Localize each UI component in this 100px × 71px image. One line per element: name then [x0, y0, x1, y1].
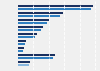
Bar [18, 64, 29, 66]
Bar [18, 50, 23, 52]
Bar [18, 43, 25, 45]
Bar [18, 47, 24, 49]
Bar [18, 57, 54, 59]
Bar [18, 40, 26, 42]
Bar [18, 54, 55, 56]
Bar [18, 8, 91, 10]
Bar [18, 26, 43, 28]
Bar [18, 5, 93, 7]
Bar [18, 22, 47, 24]
Bar [18, 33, 36, 35]
Bar [18, 12, 63, 14]
Bar [18, 15, 60, 17]
Bar [18, 36, 35, 38]
Bar [18, 19, 49, 21]
Bar [18, 61, 30, 63]
Bar [18, 29, 41, 31]
